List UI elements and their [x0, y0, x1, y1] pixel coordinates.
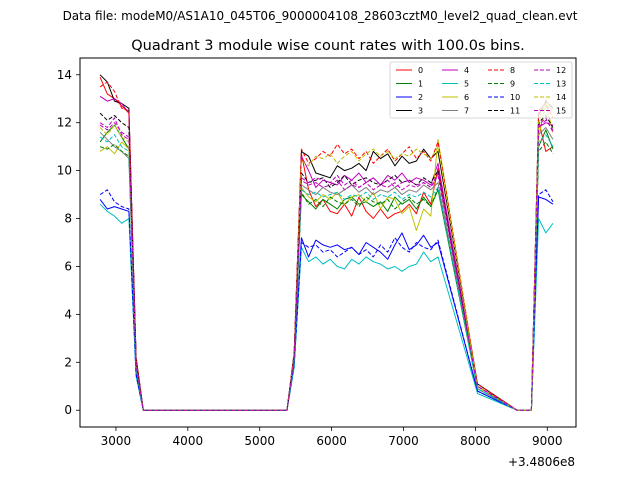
- y-tick-label: 6: [64, 259, 72, 273]
- y-tick-label: 10: [57, 164, 72, 178]
- legend-frame: [389, 61, 573, 119]
- legend-label: 1: [418, 80, 423, 89]
- legend-label: 10: [510, 93, 520, 102]
- legend-label: 2: [418, 93, 423, 102]
- x-axis: 3000 4000 5000 6000 7000 8000 9000: [101, 427, 563, 448]
- legend-label: 11: [510, 107, 520, 116]
- legend-label: 9: [510, 80, 515, 89]
- series-line-14: [99, 98, 554, 411]
- series-line-9: [99, 141, 554, 411]
- x-tick-label: 5000: [244, 434, 275, 448]
- x-tick-label: 8000: [460, 434, 491, 448]
- y-tick-label: 4: [64, 307, 72, 321]
- x-tick-label: 3000: [101, 434, 132, 448]
- chart-title: Quadrant 3 module wise count rates with …: [131, 38, 525, 54]
- legend-label: 14: [556, 93, 566, 102]
- legend-label: 6: [464, 93, 469, 102]
- legend-label: 15: [556, 107, 566, 116]
- legend-label: 3: [418, 107, 423, 116]
- y-tick-label: 14: [57, 68, 72, 82]
- axes-frame: [79, 57, 577, 428]
- legend-label: 13: [556, 80, 566, 89]
- x-tick-label: 4000: [173, 434, 204, 448]
- y-tick-label: 8: [64, 212, 72, 226]
- y-tick-label: 0: [64, 403, 72, 417]
- x-tick-label: 9000: [532, 434, 563, 448]
- legend-label: 7: [464, 107, 469, 116]
- x-tick-label: 7000: [388, 434, 419, 448]
- figure-suptitle: Data file: modeM0/AS1A10_045T06_90000041…: [63, 9, 578, 23]
- x-tick-label: 6000: [316, 434, 347, 448]
- legend-label: 12: [556, 66, 566, 75]
- series-line-15: [99, 117, 554, 411]
- legend-label: 5: [464, 80, 469, 89]
- series-layer: [99, 74, 554, 411]
- y-tick-label: 2: [64, 355, 72, 369]
- x-offset-label: +3.4806e8: [508, 455, 575, 469]
- legend-label: 0: [418, 66, 423, 75]
- legend-label: 8: [510, 66, 515, 75]
- y-tick-label: 12: [57, 116, 72, 130]
- y-axis: 0 2 4 6 8 10 12 14: [57, 68, 80, 417]
- legend-label: 4: [464, 66, 469, 75]
